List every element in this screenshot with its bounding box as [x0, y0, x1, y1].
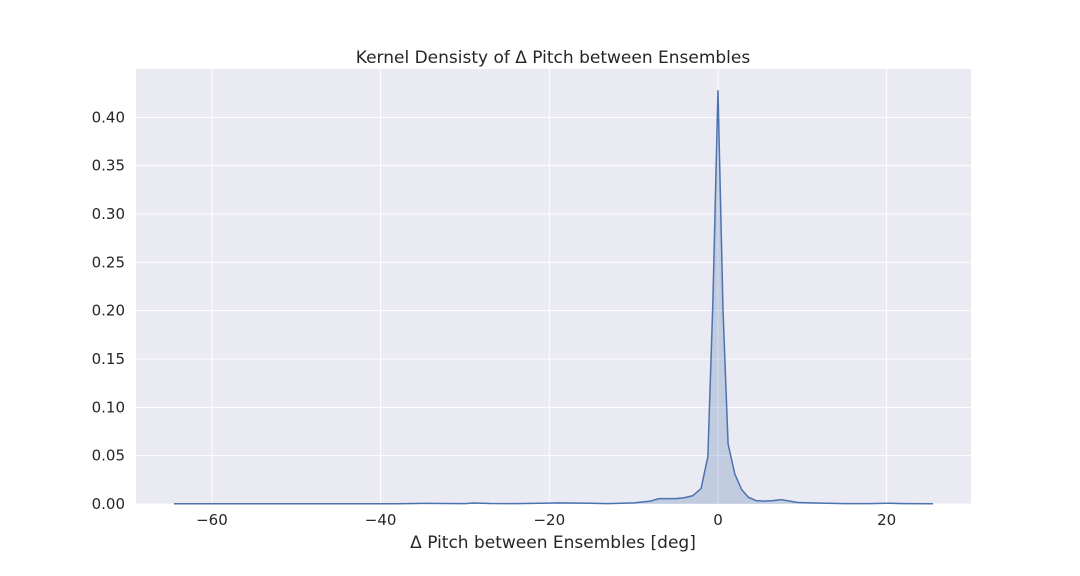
- x-tick-label: −20: [533, 511, 565, 529]
- x-tick-label: −40: [365, 511, 397, 529]
- chart-title: Kernel Densisty of Δ Pitch between Ensem…: [356, 48, 751, 68]
- y-tick-label: 0.25: [92, 253, 125, 271]
- y-tick-label: 0.00: [92, 495, 125, 513]
- x-axis-title: Δ Pitch between Ensembles [deg]: [410, 533, 696, 553]
- y-tick-label: 0.40: [92, 108, 125, 126]
- y-tick-label: 0.10: [92, 398, 125, 416]
- y-tick-label: 0.15: [92, 350, 125, 368]
- density-line: [173, 90, 934, 505]
- plot-area: [136, 69, 971, 504]
- x-tick-label: −60: [196, 511, 228, 529]
- y-tick-label: 0.20: [92, 302, 125, 320]
- y-tick-label: 0.30: [92, 205, 125, 223]
- x-tick-label: 20: [877, 511, 896, 529]
- x-tick-label: 0: [713, 511, 723, 529]
- x-tick-labels: −60 −40 −20 0 20: [196, 511, 896, 529]
- y-tick-labels: 0.00 0.05 0.10 0.15 0.20 0.25 0.30 0.35 0.40: [92, 108, 125, 513]
- y-tick-label: 0.05: [92, 447, 125, 465]
- grid: [136, 69, 971, 505]
- y-tick-label: 0.35: [92, 157, 125, 175]
